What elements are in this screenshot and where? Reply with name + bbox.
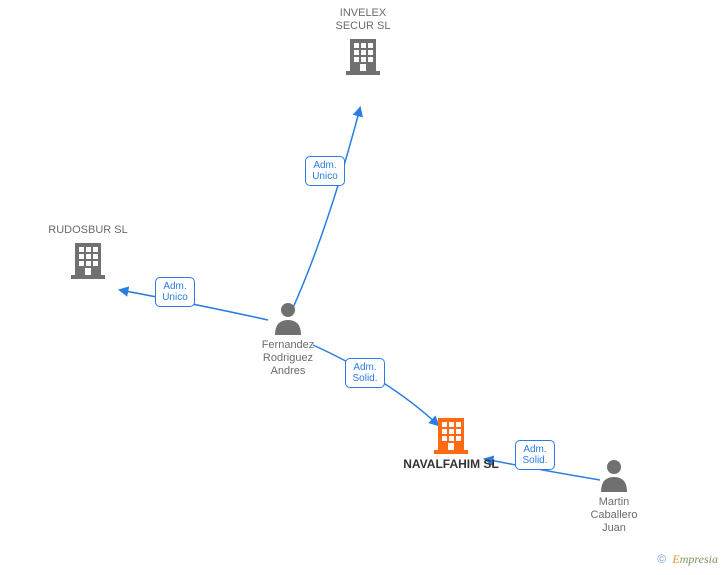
node-invelex[interactable]: INVELEX SECUR SL (303, 3, 423, 75)
copyright-symbol: © (657, 552, 666, 566)
node-label: NAVALFAHIM SL (381, 458, 521, 471)
diagram-canvas: Adm. Unico Adm. Unico Adm. Solid. Adm. S… (0, 0, 728, 575)
edge-label-fern-invelex: Adm. Unico (305, 156, 345, 186)
building-icon (28, 241, 148, 279)
node-rudosbur[interactable]: RUDOSBUR SL (28, 220, 148, 279)
watermark: © Empresia (657, 552, 718, 567)
edge-label-fern-rudosbur: Adm. Unico (155, 277, 195, 307)
building-icon (381, 416, 521, 454)
node-label: Martin (564, 496, 664, 509)
edge-fern-invelex (292, 108, 360, 310)
node-fernandez[interactable]: Fernandez Rodriguez Andres (238, 301, 338, 378)
node-label: Caballero (564, 509, 664, 522)
node-label: Andres (238, 365, 338, 378)
edge-label-martin-naval: Adm. Solid. (515, 440, 554, 470)
node-label: INVELEX (303, 7, 423, 20)
node-label: SECUR SL (303, 20, 423, 33)
building-icon (303, 37, 423, 75)
node-label: Fernandez (238, 339, 338, 352)
node-navalfahim[interactable]: NAVALFAHIM SL (381, 416, 521, 471)
node-label: Juan (564, 522, 664, 535)
brand-first-letter: E (672, 552, 679, 566)
node-label: Rodriguez (238, 352, 338, 365)
edge-label-fern-naval: Adm. Solid. (345, 358, 384, 388)
node-martin[interactable]: Martin Caballero Juan (564, 458, 664, 535)
brand-rest: mpresia (680, 552, 718, 566)
node-label: RUDOSBUR SL (28, 224, 148, 237)
person-icon (238, 301, 338, 335)
person-icon (564, 458, 664, 492)
